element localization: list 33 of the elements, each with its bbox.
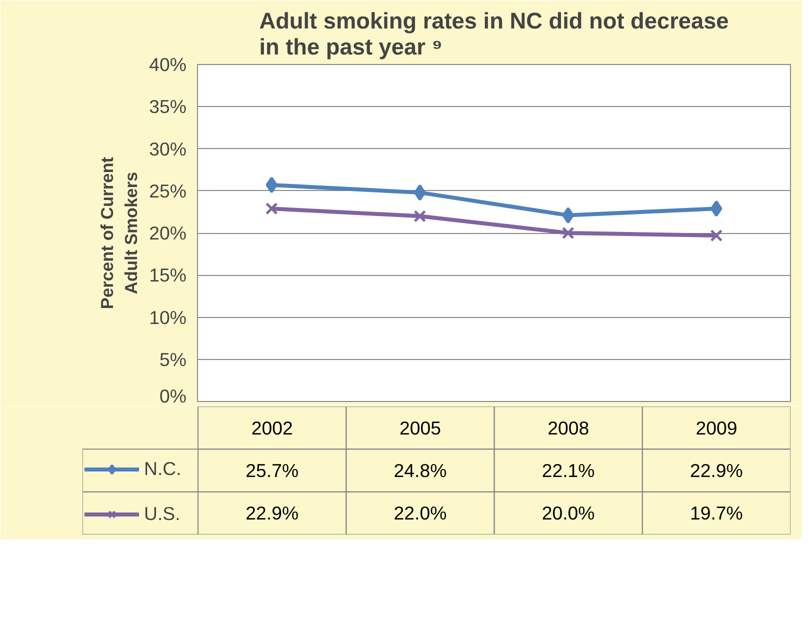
point (562, 226, 574, 240)
point (266, 176, 278, 194)
x-tick-label: 2002 (251, 417, 293, 438)
y-tick-label: 25% (149, 180, 187, 202)
data-label: 22.1% (542, 460, 595, 481)
y-axis-title: Percent of Current Adult Smokers (97, 156, 142, 310)
data-label: 22.9% (690, 460, 743, 481)
y-tick-label: 35% (149, 96, 187, 118)
y-tick-label: 30% (149, 138, 187, 160)
point (562, 207, 574, 224)
chart-title: Adult smoking rates in NC did not decrease in the past year ⁹ (259, 8, 729, 60)
data-label: 25.7% (246, 460, 299, 481)
x-tick-label: 2005 (399, 417, 441, 438)
y-tick-label: 0% (160, 386, 187, 406)
data-label: 24.8% (394, 460, 447, 481)
legend-label: U.S. (144, 503, 180, 525)
data-label: 22.0% (394, 502, 447, 524)
data-label: 19.7% (690, 502, 743, 524)
point (414, 210, 426, 222)
point (710, 200, 722, 217)
legend-label: N.C. (144, 458, 182, 480)
x-tick-label: 2009 (696, 417, 738, 438)
data-label: 22.9% (246, 502, 299, 524)
point (414, 184, 426, 201)
x-tick-label: 2008 (548, 417, 590, 438)
point (710, 229, 723, 242)
y-tick-label: 10% (149, 306, 187, 328)
y-tick-label: 20% (149, 222, 187, 244)
data-label: 20.0% (542, 502, 595, 524)
y-tick-label: 15% (149, 264, 187, 286)
point (265, 202, 278, 215)
y-tick-label: 40% (149, 54, 187, 75)
y-tick-label: 5% (160, 348, 187, 370)
